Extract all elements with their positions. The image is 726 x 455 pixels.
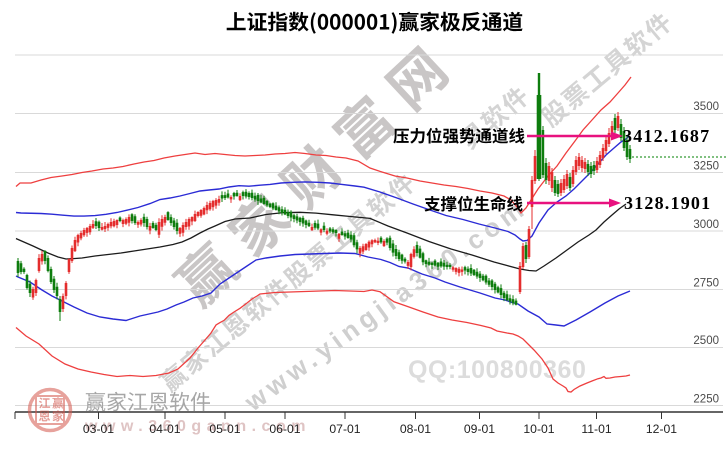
- svg-text:QQ:100800360: QQ:100800360: [408, 356, 586, 384]
- svg-text:3412.1687: 3412.1687: [623, 126, 710, 146]
- svg-text:05-01: 05-01: [209, 422, 240, 436]
- svg-text:04-01: 04-01: [149, 422, 180, 436]
- svg-text:2750: 2750: [693, 278, 719, 290]
- svg-text:06-01: 06-01: [269, 422, 300, 436]
- svg-text:07-01: 07-01: [329, 422, 360, 436]
- svg-text:3250: 3250: [693, 161, 719, 173]
- svg-text:10-01: 10-01: [523, 422, 554, 436]
- svg-text:3000: 3000: [693, 219, 719, 231]
- svg-text:11-01: 11-01: [581, 422, 611, 436]
- svg-text:09-01: 09-01: [464, 422, 495, 436]
- svg-text:2250: 2250: [693, 394, 719, 406]
- svg-text:www.360gann.com: www.360gann.com: [84, 418, 311, 435]
- svg-text:03-01: 03-01: [83, 422, 114, 436]
- svg-text:2500: 2500: [693, 335, 719, 347]
- svg-text:12-01: 12-01: [646, 422, 677, 436]
- svg-text:08-01: 08-01: [400, 422, 431, 436]
- svg-text:3128.1901: 3128.1901: [624, 193, 711, 213]
- svg-text:3500: 3500: [693, 101, 719, 113]
